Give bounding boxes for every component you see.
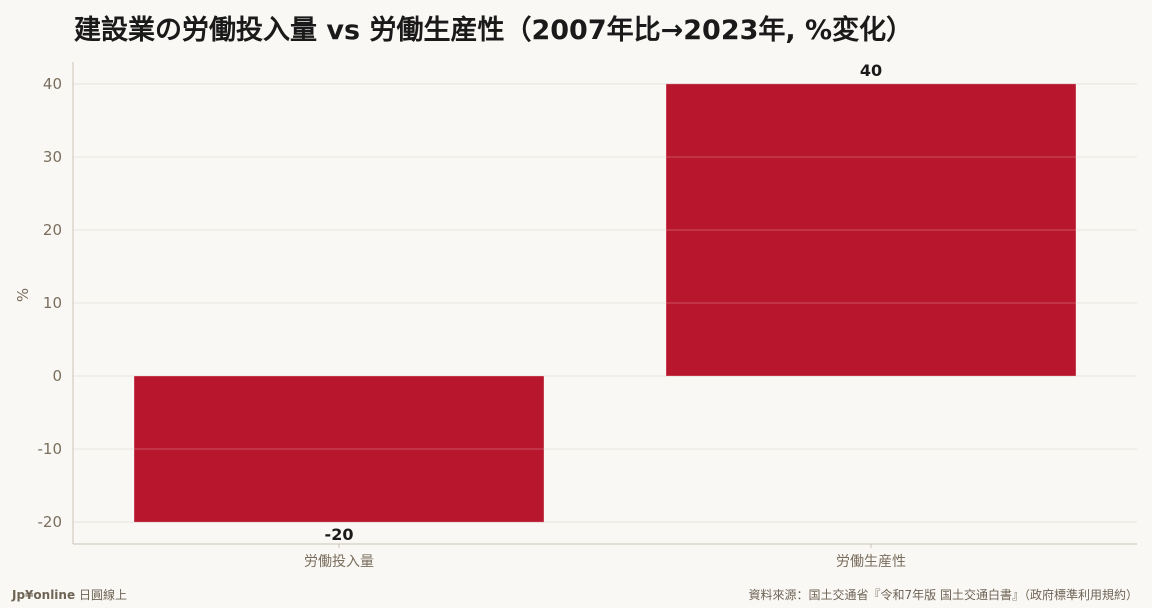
- y-tick-label: 40: [43, 75, 62, 93]
- brand-name: Jp¥online: [12, 588, 76, 602]
- bar-value-label: 40: [860, 61, 882, 80]
- y-axis-label: %: [14, 288, 32, 302]
- bar-value-label: -20: [325, 525, 354, 544]
- brand-suffix: 日圓線上: [78, 588, 127, 602]
- y-tick-label: -20: [38, 513, 63, 531]
- chart-title: 建設業の労働投入量 vs 労働生産性（2007年比→2023年, %変化）: [74, 15, 914, 46]
- bar-chart: -20 -10 0 10 20 30 40 -20 労働投入量 40 労働生産性%: [14, 61, 1137, 570]
- bar: [666, 83, 1076, 377]
- y-tick-label: 30: [43, 148, 62, 166]
- y-tick-label: 0: [52, 367, 62, 385]
- brand-footer: Jp¥online 日圓線上: [12, 586, 127, 603]
- x-tick-label: 労働投入量: [304, 554, 374, 570]
- y-tick-label: -10: [38, 440, 63, 458]
- bar: [134, 376, 544, 523]
- y-tick-label: 10: [43, 294, 62, 312]
- x-tick-label: 労働生産性: [836, 554, 906, 570]
- y-tick-label: 20: [43, 221, 62, 239]
- source-note: 資料來源：国土交通省『令和7年版 国土交通白書』（政府標準利用規約）: [748, 588, 1138, 602]
